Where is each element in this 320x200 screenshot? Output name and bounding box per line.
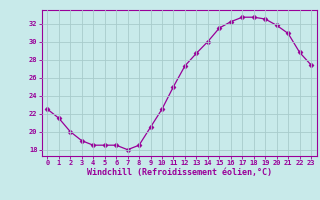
- X-axis label: Windchill (Refroidissement éolien,°C): Windchill (Refroidissement éolien,°C): [87, 168, 272, 177]
